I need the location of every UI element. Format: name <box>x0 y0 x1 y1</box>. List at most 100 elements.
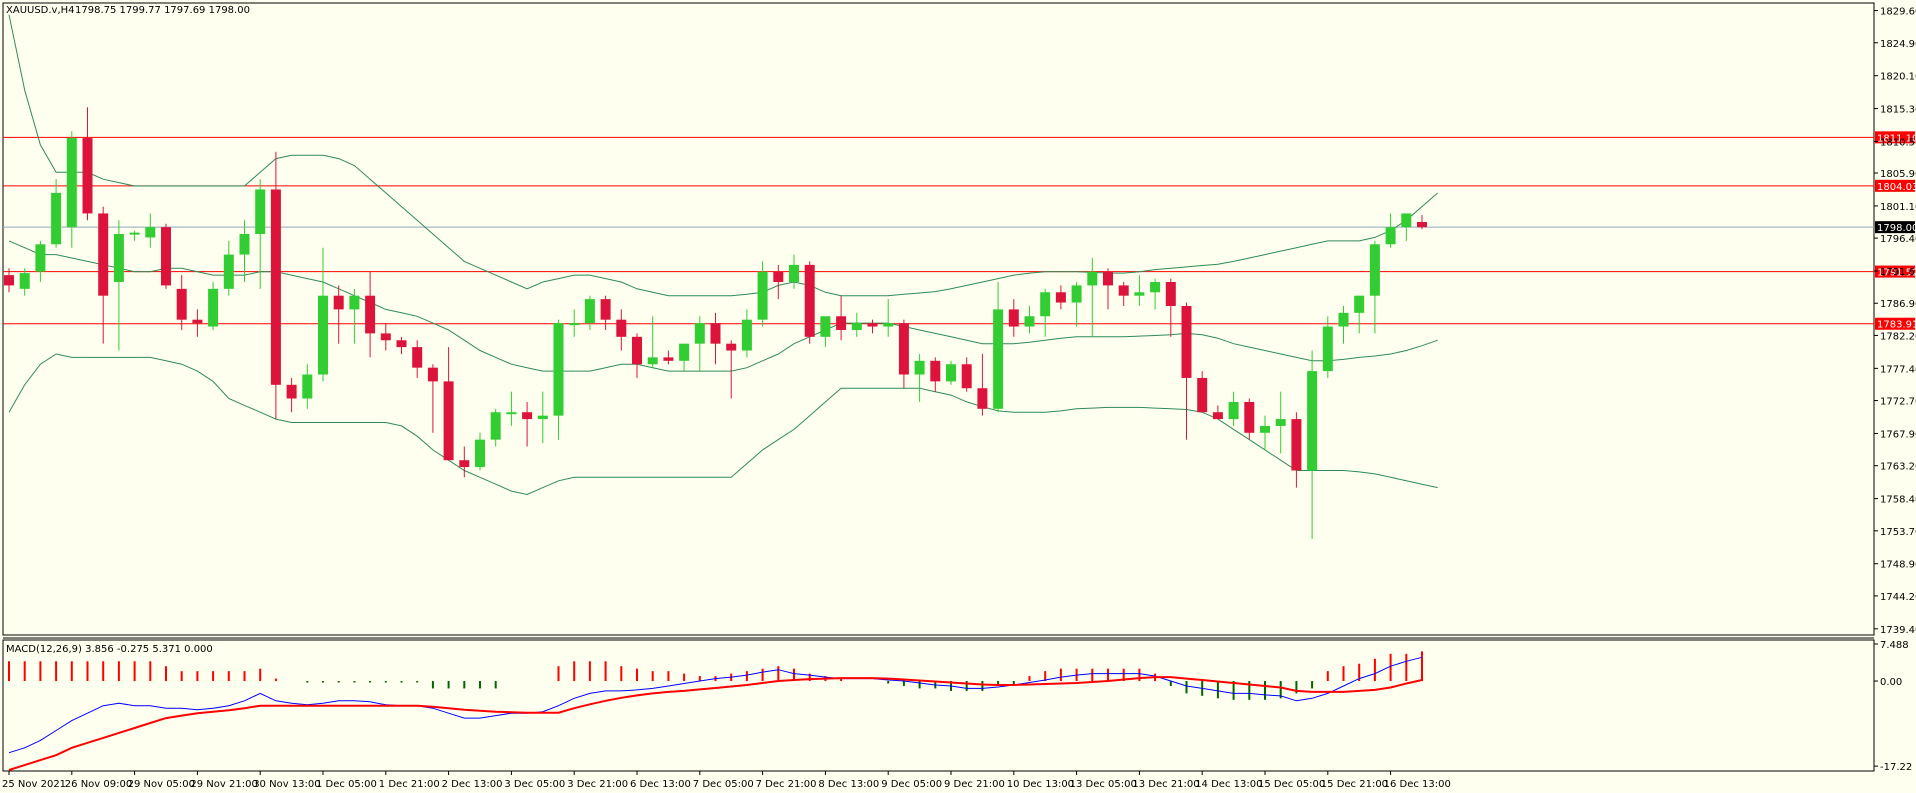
time-axis-label: 26 Nov 09:00 <box>65 779 132 790</box>
candle-body <box>427 367 438 382</box>
candle-body <box>365 295 376 334</box>
candle-body <box>1385 227 1396 245</box>
time-axis-label: 13 Dec 21:00 <box>1132 779 1199 790</box>
level-label: 1804.03 <box>1877 182 1916 193</box>
price-axis-label: 1796.40 <box>1880 234 1916 245</box>
candle-body <box>66 138 77 228</box>
candle-body <box>804 264 815 337</box>
macd-axis-label: 7.488 <box>1880 640 1909 651</box>
candle-body <box>694 323 705 344</box>
price-axis-label: 1753.70 <box>1880 527 1916 538</box>
time-axis-label: 7 Dec 05:00 <box>693 779 754 790</box>
candle-body <box>647 357 658 365</box>
candle-body <box>1165 281 1176 306</box>
time-axis-label: 1 Dec 21:00 <box>379 779 440 790</box>
candle-body <box>1401 213 1412 228</box>
time-axis-label: 3 Dec 05:00 <box>504 779 565 790</box>
candle-body <box>506 412 517 415</box>
candle-body <box>396 340 407 348</box>
candle-body <box>1103 271 1113 286</box>
time-axis-label: 10 Dec 13:00 <box>1007 779 1074 790</box>
candle-body <box>270 189 281 385</box>
time-axis-label: 8 Dec 13:00 <box>818 779 879 790</box>
time-axis-label: 7 Dec 21:00 <box>756 779 817 790</box>
candle-body <box>1212 412 1223 420</box>
level-tag <box>1875 179 1915 192</box>
price-axis-label: 1801.10 <box>1880 202 1916 213</box>
macd-axis-label: -17.22 <box>1880 762 1912 773</box>
level-tag <box>1875 265 1915 278</box>
candle-body <box>1071 285 1082 303</box>
candle-body <box>1150 281 1161 293</box>
price-axis: 1829.60 1824.90 1820.10 1815.30 1810.50 1805.… <box>1874 7 1916 636</box>
candle-body <box>349 295 360 310</box>
candle-body <box>1040 292 1051 317</box>
price-axis-label: 1767.90 <box>1880 429 1916 440</box>
candle-body <box>600 299 611 320</box>
candle-body <box>773 271 784 282</box>
time-axis-label: 30 Nov 13:00 <box>253 779 320 790</box>
price-axis-label: 1820.10 <box>1880 72 1916 83</box>
candle-body <box>208 288 219 327</box>
candle-body <box>757 271 768 320</box>
price-axis-label: 1810.50 <box>1880 137 1916 148</box>
candle-body <box>930 360 941 382</box>
ohlc-header: 1798.75 1799.77 1797.69 1798.00 <box>75 5 250 16</box>
time-axis-label: 14 Dec 13:00 <box>1195 779 1262 790</box>
candle-body <box>1228 401 1239 420</box>
candle-body <box>145 227 156 238</box>
price-axis-label: 1791.60 <box>1880 267 1916 278</box>
price-axis-label: 1805.90 <box>1880 169 1916 180</box>
candle-body <box>1354 295 1365 313</box>
time-axis-label: 16 Dec 13:00 <box>1384 779 1451 790</box>
candle-body <box>914 360 925 375</box>
candle-body <box>129 232 140 235</box>
time-axis-label: 13 Dec 05:00 <box>1070 779 1137 790</box>
macd-line <box>8 656 1423 754</box>
candle-body <box>459 460 470 468</box>
candle-body <box>632 336 642 365</box>
candle-body <box>1338 312 1349 327</box>
price-axis-label: 1777.40 <box>1880 364 1916 375</box>
bollinger-upper <box>8 14 1439 297</box>
macd-pane-frame <box>2 639 1875 772</box>
candle-body <box>898 323 909 375</box>
candle-body <box>820 316 831 337</box>
price-axis-label: 1744.20 <box>1880 592 1916 603</box>
candle-body <box>1087 271 1098 286</box>
candle-body <box>1055 292 1066 303</box>
candle-body <box>977 388 988 409</box>
candle-body <box>1197 377 1208 413</box>
candle-body <box>710 323 721 344</box>
candle-body <box>35 244 46 272</box>
candle-body <box>1134 292 1145 296</box>
candle-body <box>1024 316 1035 327</box>
candle-body <box>1322 326 1333 372</box>
candle-body <box>679 343 690 361</box>
candle-body <box>1369 244 1380 296</box>
macd-indicator <box>8 651 1423 771</box>
time-axis-label: 29 Nov 05:00 <box>128 779 195 790</box>
candle-body <box>475 439 485 468</box>
candle-body <box>741 319 752 351</box>
bollinger-middle <box>8 240 1438 372</box>
current-price-tag <box>1875 221 1915 234</box>
candle-body <box>1307 371 1318 471</box>
current-price-label: 1798.00 <box>1877 223 1916 234</box>
candle-body <box>789 264 799 282</box>
candle-body <box>584 299 595 324</box>
macd-header: MACD(12,26,9) 3.856 -0.275 5.371 0.000 <box>6 644 213 655</box>
candle-body <box>318 295 328 375</box>
candle-body <box>380 333 391 341</box>
price-axis-label: 1786.90 <box>1880 299 1916 310</box>
time-axis-label: 9 Dec 05:00 <box>881 779 942 790</box>
candle-body <box>255 189 266 235</box>
candle-body <box>333 295 344 310</box>
level-label: 1791.52 <box>1877 268 1916 279</box>
time-axis-label: 25 Nov 2021 <box>2 779 66 790</box>
macd-signal-line <box>8 676 1423 771</box>
price-pane-frame <box>2 2 1875 636</box>
candle-body <box>1275 419 1286 426</box>
